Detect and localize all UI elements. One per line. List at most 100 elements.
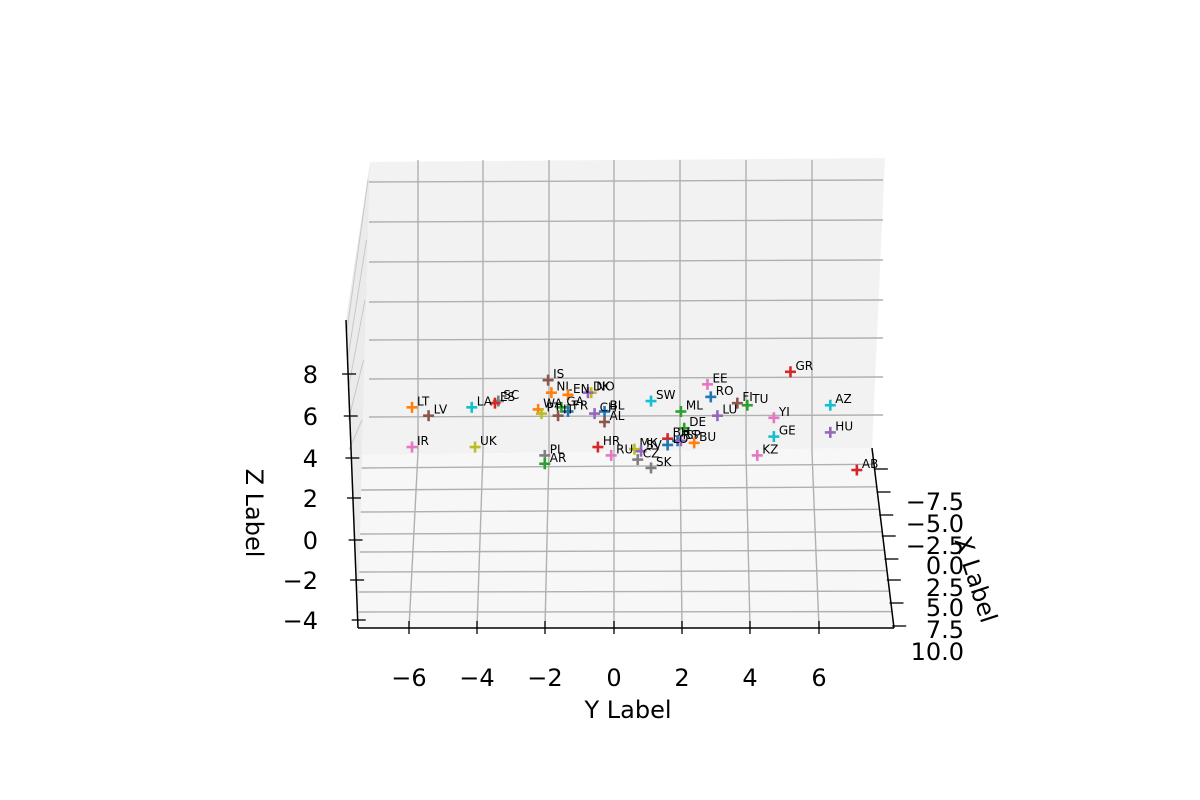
data-point-lu: LU: [711, 403, 737, 422]
x-tick-label: 5.0: [926, 594, 964, 622]
point-label: LO: [673, 432, 689, 446]
data-point-lt: LT: [406, 394, 430, 413]
point-label: FI: [742, 390, 752, 404]
x-tick-label: −2.5: [906, 532, 964, 560]
grid-line-z-back: [368, 179, 884, 183]
point-label: SK: [656, 455, 673, 469]
point-label: BU: [699, 430, 716, 444]
data-point-tu: TU: [741, 392, 768, 411]
data-point-is: IS: [542, 367, 564, 386]
x-tick-label: 2.5: [926, 574, 964, 602]
grid-line-x-floor: [359, 570, 887, 573]
back-wall-pane: [362, 158, 885, 455]
data-point-ro: RO: [705, 384, 734, 403]
x-tick-label: 0.0: [926, 552, 964, 580]
grid-line-y-floor: [408, 451, 419, 629]
point-label: DE: [689, 415, 706, 429]
data-point-ar: AR: [539, 451, 566, 470]
point-label: ES: [500, 390, 515, 404]
data-point-cz: CZ: [632, 447, 659, 466]
data-point-it: IT: [552, 403, 575, 422]
grid-line-y-floor: [745, 451, 751, 629]
data-point-sw: SW: [645, 388, 676, 407]
z-tick-label: 4: [303, 445, 318, 473]
grid-line-side: [348, 359, 364, 421]
grid-line-side: [347, 239, 367, 361]
point-label: PT: [546, 401, 561, 415]
point-label: TU: [751, 392, 768, 406]
z-axis-line: [345, 319, 359, 629]
data-point-uk: UK: [469, 434, 498, 453]
z-tick-label: 6: [303, 403, 318, 431]
data-point-hr: HR: [592, 434, 620, 453]
point-label: DK: [593, 380, 611, 394]
data-point-la: LA: [466, 394, 493, 413]
grid-line-z-back: [368, 219, 884, 223]
point-label: GR: [795, 359, 813, 373]
point-label: AZ: [835, 392, 851, 406]
point-label: LT: [417, 394, 430, 408]
point-label: MK: [639, 436, 658, 450]
point-label: CH: [600, 401, 617, 415]
point-label: CZ: [643, 447, 660, 461]
data-point-kz: KZ: [751, 442, 778, 461]
data-point-az: AZ: [824, 392, 852, 411]
point-label: FR: [573, 399, 588, 413]
z-axis-ticks: −4 −2 0 2 4 6 8: [283, 361, 366, 635]
point-label: PL: [550, 442, 564, 456]
point-label: LA: [477, 394, 493, 408]
y-axis-title: Y Label: [583, 696, 671, 724]
data-point-ga: GA: [555, 394, 585, 413]
x-tick-label: 7.5: [926, 616, 964, 644]
y-tick-label: 2: [674, 664, 689, 692]
y-tick-label: −2: [527, 664, 562, 692]
point-label: LV: [434, 403, 448, 417]
data-point-ee: EE: [701, 371, 728, 390]
data-point-en: EN: [562, 382, 590, 401]
point-label: IR: [417, 434, 429, 448]
grid-line-y-floor: [679, 451, 683, 629]
point-label: GA: [566, 394, 584, 408]
y-tick-label: 0: [606, 664, 621, 692]
grid-line-z-back: [368, 376, 884, 380]
data-point-ml: ML: [675, 399, 703, 418]
y-tick-label: −4: [459, 664, 494, 692]
x-tick-label: 10.0: [911, 638, 964, 666]
data-point-ab: AB: [851, 457, 878, 476]
grid-line-side: [346, 179, 369, 331]
data-point-ir: IR: [406, 434, 429, 453]
y-tick-label: 4: [742, 664, 757, 692]
point-label: YI: [778, 405, 790, 419]
grid-line-x-floor: [361, 486, 877, 491]
y-tick-label: −6: [391, 664, 426, 692]
grid-lines: [346, 160, 892, 629]
x-axis-line: [871, 447, 895, 629]
grid-line-x-floor: [360, 508, 880, 513]
x-tick-label: −5.0: [906, 510, 964, 538]
point-label: UK: [480, 434, 498, 448]
data-point-gr: GR: [784, 359, 813, 378]
y-tick-label: 6: [811, 664, 826, 692]
point-label: KZ: [762, 442, 778, 456]
data-point-de: DE: [678, 415, 706, 434]
z-axis-title: Z Label: [240, 469, 268, 558]
point-label: HR: [603, 434, 620, 448]
point-label: SV: [646, 438, 663, 452]
grid-line-z-back: [368, 337, 884, 341]
point-label: AL: [610, 409, 625, 423]
grid-line-x-floor: [361, 463, 874, 469]
grid-line-z-back: [368, 414, 884, 418]
data-point-bl: BL: [599, 399, 625, 418]
data-point-al: AL: [599, 409, 625, 428]
data-point-sp: SP: [675, 428, 701, 447]
point-label: LU: [722, 403, 737, 417]
grid-line-side: [347, 299, 366, 391]
data-point-ru: RU: [605, 442, 633, 461]
grid-line-z-back: [368, 299, 884, 303]
side-wall-pane: [346, 162, 370, 628]
data-point-ch: CH: [589, 401, 617, 420]
z-tick-label: 0: [303, 527, 318, 555]
x-tick-label: −7.5: [906, 488, 964, 516]
data-point-fr: FR: [562, 399, 588, 418]
